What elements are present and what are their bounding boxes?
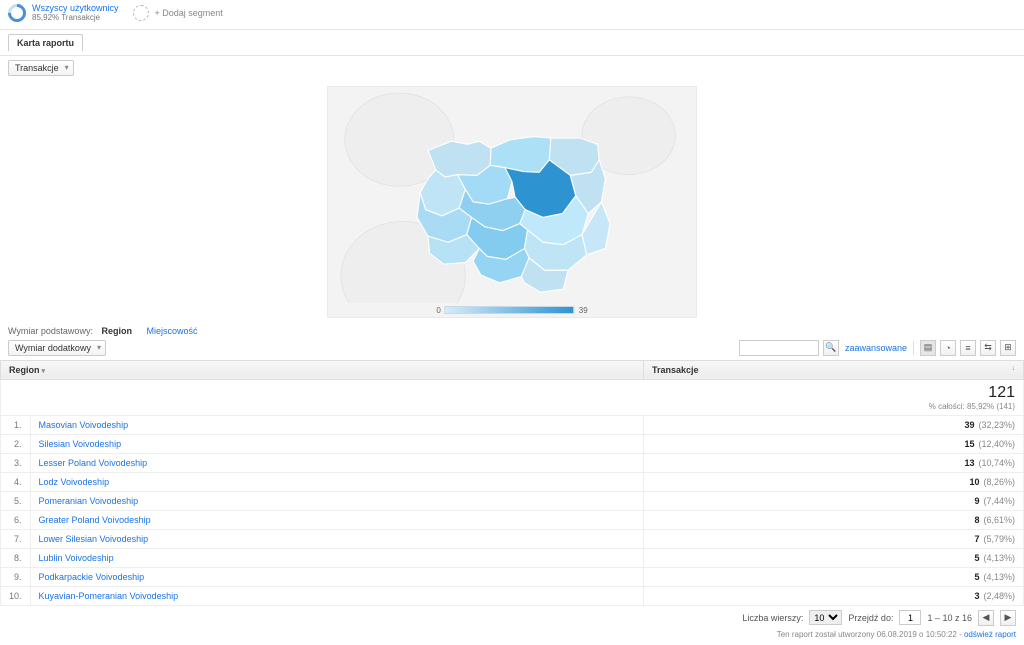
- region-link[interactable]: Lublin Voivodeship: [39, 553, 114, 563]
- row-region-name: Lublin Voivodeship: [30, 548, 643, 567]
- next-page-button[interactable]: ▶: [1000, 610, 1016, 626]
- row-value: 3(2,48%): [644, 586, 1024, 605]
- legend-max: 39: [579, 306, 588, 315]
- row-index: 9.: [1, 567, 31, 586]
- region-link[interactable]: Lesser Poland Voivodeship: [39, 458, 148, 468]
- table-row: 7. Lower Silesian Voivodeship 7(5,79%): [1, 529, 1024, 548]
- tab-report-card[interactable]: Karta raportu: [8, 34, 83, 51]
- table-row: 6. Greater Poland Voivodeship 8(6,61%): [1, 510, 1024, 529]
- row-value: 5(4,13%): [644, 567, 1024, 586]
- row-index: 6.: [1, 510, 31, 529]
- table-row: 2. Silesian Voivodeship 15(12,40%): [1, 434, 1024, 453]
- total-value: 121: [652, 384, 1016, 402]
- rows-per-page-select[interactable]: 10: [809, 610, 842, 625]
- table-row: 1. Masovian Voivodeship 39(32,23%): [1, 415, 1024, 434]
- segment-chip-all-users[interactable]: Wszyscy użytkownicy 85,92% Transakcje: [8, 4, 119, 23]
- generated-text: Ten raport został utworzony 06.08.2019 o…: [777, 630, 964, 639]
- donut-icon: [4, 1, 29, 26]
- total-sub: % całości: 85,92% (141): [652, 402, 1016, 411]
- table-row: 5. Pomeranian Voivodeship 9(7,44%): [1, 491, 1024, 510]
- region-link[interactable]: Pomeranian Voivodeship: [39, 496, 139, 506]
- view-pivot-button[interactable]: ⊞: [1000, 340, 1016, 356]
- add-segment-chip[interactable]: + Dodaj segment: [133, 5, 223, 21]
- primary-dimension-region[interactable]: Region: [101, 326, 132, 336]
- metric-selector[interactable]: Transakcje: [8, 60, 74, 76]
- view-table-button[interactable]: ▤: [920, 340, 936, 356]
- region-link[interactable]: Podkarpackie Voivodeship: [39, 572, 145, 582]
- row-index: 2.: [1, 434, 31, 453]
- prev-page-button[interactable]: ◀: [978, 610, 994, 626]
- row-value: 8(6,61%): [644, 510, 1024, 529]
- row-value: 5(4,13%): [644, 548, 1024, 567]
- view-percent-button[interactable]: ◔: [940, 340, 956, 356]
- page-range: 1 – 10 z 16: [927, 613, 972, 623]
- row-value: 39(32,23%): [644, 415, 1024, 434]
- search-button[interactable]: 🔍: [823, 340, 839, 356]
- advanced-link[interactable]: zaawansowane: [845, 343, 907, 353]
- row-value: 13(10,74%): [644, 453, 1024, 472]
- view-performance-button[interactable]: ≡: [960, 340, 976, 356]
- row-region-name: Greater Poland Voivodeship: [30, 510, 643, 529]
- row-region-name: Pomeranian Voivodeship: [30, 491, 643, 510]
- table-row: 3. Lesser Poland Voivodeship 13(10,74%): [1, 453, 1024, 472]
- legend-gradient: [445, 306, 575, 314]
- row-index: 1.: [1, 415, 31, 434]
- row-index: 5.: [1, 491, 31, 510]
- region-link[interactable]: Lower Silesian Voivodeship: [39, 534, 149, 544]
- row-index: 7.: [1, 529, 31, 548]
- map-svg: [334, 93, 690, 303]
- table-row: 8. Lublin Voivodeship 5(4,13%): [1, 548, 1024, 567]
- goto-input[interactable]: [899, 610, 921, 625]
- row-region-name: Lesser Poland Voivodeship: [30, 453, 643, 472]
- row-region-name: Lower Silesian Voivodeship: [30, 529, 643, 548]
- segment-chip-sub: 85,92% Transakcje: [32, 14, 119, 23]
- table-row: 4. Lodz Voivodeship 10(8,26%): [1, 472, 1024, 491]
- report-table: Region▾ Transakcje↓ 121 % całości: 85,92…: [0, 360, 1024, 606]
- region-link[interactable]: Kuyavian-Pomeranian Voivodeship: [39, 591, 179, 601]
- row-value: 15(12,40%): [644, 434, 1024, 453]
- table-row: 9. Podkarpackie Voivodeship 5(4,13%): [1, 567, 1024, 586]
- secondary-dimension-selector[interactable]: Wymiar dodatkowy: [8, 340, 106, 356]
- col-header-region[interactable]: Region▾: [1, 360, 644, 379]
- table-row: 10. Kuyavian-Pomeranian Voivodeship 3(2,48…: [1, 586, 1024, 605]
- search-input[interactable]: [739, 340, 819, 356]
- row-index: 3.: [1, 453, 31, 472]
- rows-per-page-label: Liczba wierszy:: [742, 613, 803, 623]
- row-region-name: Kuyavian-Pomeranian Voivodeship: [30, 586, 643, 605]
- view-comparison-button[interactable]: ⇆: [980, 340, 996, 356]
- row-index: 4.: [1, 472, 31, 491]
- row-value: 7(5,79%): [644, 529, 1024, 548]
- region-link[interactable]: Silesian Voivodeship: [39, 439, 122, 449]
- map-legend: 0 39: [436, 306, 587, 315]
- row-index: 10.: [1, 586, 31, 605]
- row-index: 8.: [1, 548, 31, 567]
- row-value: 9(7,44%): [644, 491, 1024, 510]
- refresh-report-link[interactable]: odśwież raport: [964, 630, 1016, 639]
- add-segment-label: + Dodaj segment: [155, 8, 223, 18]
- primary-dimension-label: Wymiar podstawowy:: [8, 326, 93, 336]
- region-link[interactable]: Masovian Voivodeship: [39, 420, 129, 430]
- row-region-name: Lodz Voivodeship: [30, 472, 643, 491]
- geo-map: 0 39: [327, 86, 697, 318]
- primary-dimension-city[interactable]: Miejscowość: [146, 326, 197, 336]
- row-region-name: Podkarpackie Voivodeship: [30, 567, 643, 586]
- pager: Liczba wierszy: 10 Przejdź do: 1 – 10 z …: [0, 606, 1024, 630]
- goto-label: Przejdź do:: [848, 613, 893, 623]
- row-region-name: Silesian Voivodeship: [30, 434, 643, 453]
- legend-min: 0: [436, 306, 440, 315]
- col-header-transactions[interactable]: Transakcje↓: [644, 360, 1024, 379]
- row-value: 10(8,26%): [644, 472, 1024, 491]
- region-link[interactable]: Lodz Voivodeship: [39, 477, 110, 487]
- row-region-name: Masovian Voivodeship: [30, 415, 643, 434]
- region-link[interactable]: Greater Poland Voivodeship: [39, 515, 151, 525]
- add-segment-icon: [133, 5, 149, 21]
